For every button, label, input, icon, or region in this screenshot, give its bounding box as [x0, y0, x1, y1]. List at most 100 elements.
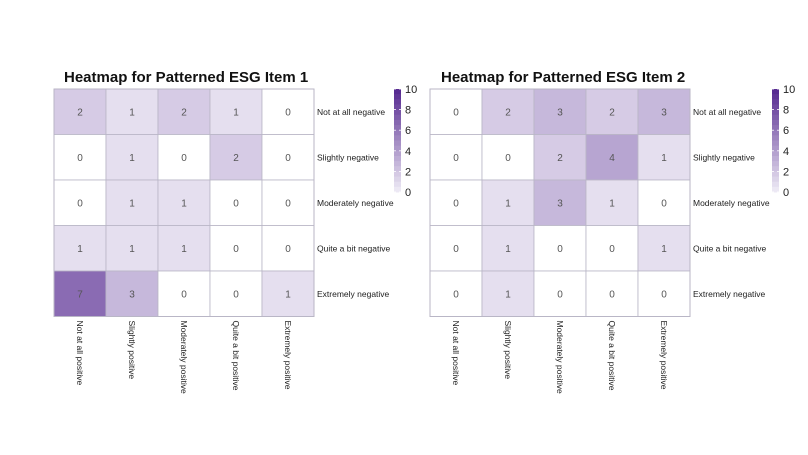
legend-tick-label: 8	[783, 105, 789, 117]
row-label: Extremely negative	[317, 289, 390, 299]
row-label: Not at all negative	[317, 107, 385, 117]
legend-swatch	[394, 186, 401, 193]
heatmap-cell	[261, 270, 315, 317]
legend-swatch	[394, 140, 401, 147]
column-label: Slightly positive	[503, 321, 513, 380]
heatmap-cell	[637, 270, 691, 317]
cell-value-label: 1	[181, 244, 187, 255]
cell-value-label: 0	[233, 244, 239, 255]
cell-value-label: 0	[557, 289, 563, 300]
cell-value-label: 1	[609, 198, 615, 209]
cell-value-label: 3	[557, 198, 563, 209]
column-label: Not at all positive	[451, 321, 461, 386]
legend-swatch	[772, 181, 779, 188]
cell-value-label: 1	[129, 198, 135, 209]
legend-swatch	[394, 135, 401, 141]
cell-value-label: 1	[661, 153, 667, 164]
heatmap-cell	[105, 88, 159, 135]
legend-tick-label: 0	[405, 187, 411, 199]
legend-tick-label: 0	[783, 187, 789, 199]
cell-value-label: 0	[285, 244, 291, 255]
heatmap-cell	[637, 225, 691, 272]
heatmap-cell	[209, 179, 263, 226]
legend-swatch	[772, 161, 779, 167]
legend-tick-label: 10	[783, 84, 795, 96]
cell-value-label: 2	[233, 153, 239, 164]
cell-value-label: 2	[77, 107, 83, 118]
heatmap-cell	[157, 270, 211, 317]
column-label: Extremely positive	[659, 321, 669, 390]
legend-swatch	[772, 140, 779, 147]
column-label: Moderately positive	[179, 321, 189, 395]
legend-swatch	[772, 130, 779, 136]
legend-swatch	[772, 99, 779, 105]
legend-swatch	[772, 119, 779, 126]
column-label: Quite a bit positive	[231, 321, 241, 391]
cell-value-label: 7	[77, 289, 83, 300]
legend-tick-label: 4	[405, 146, 411, 158]
heatmap-border	[53, 88, 315, 317]
legend-swatch	[772, 89, 779, 95]
cell-value-label: 1	[129, 153, 135, 164]
legend-swatch	[772, 176, 779, 183]
legend-swatch	[772, 114, 779, 121]
heatmap-border	[429, 88, 691, 317]
legend-swatch	[394, 166, 401, 172]
cell-value-label: 1	[505, 244, 511, 255]
legend-tick-label: 6	[405, 125, 411, 137]
heatmap-cell	[157, 134, 211, 181]
cell-value-label: 3	[129, 289, 135, 300]
heatmap-cell	[261, 225, 315, 272]
legend-swatch	[772, 145, 779, 152]
legend-swatch	[394, 150, 401, 157]
legend-swatch	[394, 176, 401, 183]
legend-tick-label: 6	[783, 125, 789, 137]
heatmap-cell	[261, 134, 315, 181]
cell-value-label: 1	[233, 107, 239, 118]
cell-value-label: 2	[557, 153, 563, 164]
legend-swatch	[394, 125, 401, 131]
heatmap-cell	[157, 225, 211, 272]
heatmap-cell	[481, 270, 535, 317]
cell-value-label: 0	[661, 289, 667, 300]
row-label: Not at all negative	[693, 107, 761, 117]
cell-value-label: 0	[453, 244, 459, 255]
column-label: Moderately positive	[555, 321, 565, 395]
cell-value-label: 1	[285, 289, 291, 300]
column-label: Not at all positive	[75, 321, 85, 386]
cell-value-label: 2	[505, 107, 511, 118]
column-label: Quite a bit positive	[607, 321, 617, 391]
row-label: Quite a bit negative	[317, 243, 391, 253]
cell-value-label: 1	[661, 244, 667, 255]
cell-value-label: 2	[609, 107, 615, 118]
legend-swatch	[772, 155, 779, 162]
cell-value-label: 0	[285, 153, 291, 164]
cell-value-label: 0	[609, 244, 615, 255]
heatmap-cell	[585, 179, 639, 226]
heatmap-2: Heatmap for Patterned ESG Item 2 0 2 3 2 3 0 0 2…	[429, 69, 795, 395]
legend-swatch	[772, 166, 779, 172]
row-label: Slightly negative	[317, 152, 379, 162]
legend-swatch	[394, 89, 401, 95]
legend-tick-label: 10	[405, 84, 417, 96]
legend-swatch	[394, 161, 401, 167]
heatmap-cell	[53, 88, 107, 135]
cell-value-label: 0	[453, 289, 459, 300]
legend-swatch	[394, 155, 401, 162]
cell-value-label: 1	[181, 198, 187, 209]
heatmap-cell	[533, 179, 587, 226]
heatmap-cell	[533, 88, 587, 135]
legend-tick-label: 4	[783, 146, 789, 158]
cell-value-label: 0	[453, 107, 459, 118]
cell-value-label: 1	[129, 107, 135, 118]
column-label: Extremely positive	[283, 321, 293, 390]
legend-swatch	[394, 94, 401, 100]
legend-swatch	[772, 94, 779, 100]
legend-tick-label: 2	[405, 166, 411, 178]
chart-title: Heatmap for Patterned ESG Item 2	[441, 69, 685, 86]
heatmap-cell	[481, 134, 535, 181]
cell-value-label: 0	[181, 289, 187, 300]
legend-swatch	[772, 109, 779, 116]
legend-swatch	[772, 135, 779, 141]
